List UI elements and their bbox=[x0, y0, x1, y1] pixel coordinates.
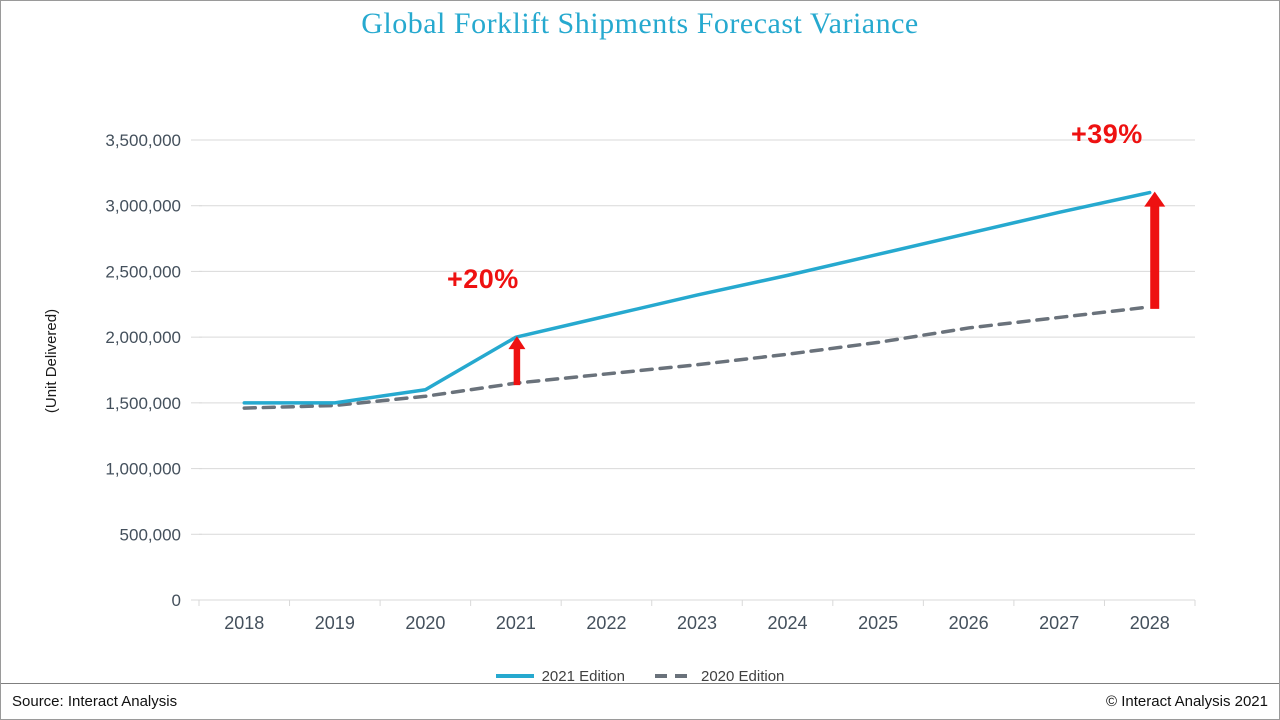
y-tick-label: 3,000,000 bbox=[105, 197, 181, 216]
x-tick-label: 2024 bbox=[768, 613, 808, 633]
variance-annotation-2021: +20% bbox=[447, 264, 519, 294]
chart-legend: 2021 Edition 2020 Edition bbox=[1, 663, 1279, 689]
legend-dashed-line-icon bbox=[655, 674, 693, 678]
variance-arrow-head bbox=[1144, 191, 1166, 207]
x-tick-label: 2025 bbox=[858, 613, 898, 633]
y-tick-label: 1,000,000 bbox=[105, 460, 181, 479]
x-tick-label: 2027 bbox=[1039, 613, 1079, 633]
legend-label: 2020 Edition bbox=[701, 667, 785, 685]
copyright-note: © Interact Analysis 2021 bbox=[1106, 693, 1268, 710]
y-tick-label: 3,500,000 bbox=[105, 131, 181, 150]
y-tick-label: 1,500,000 bbox=[105, 394, 181, 413]
x-tick-label: 2026 bbox=[949, 613, 989, 633]
series-line-2020-edition bbox=[242, 305, 1152, 410]
source-note: Source: Interact Analysis bbox=[12, 693, 178, 710]
x-tick-label: 2022 bbox=[586, 613, 626, 633]
series-line-2021-edition bbox=[242, 190, 1152, 405]
footer: Source: Interact Analysis © Interact Ana… bbox=[1, 683, 1279, 719]
variance-annotation-2028: +39% bbox=[1071, 119, 1143, 149]
y-tick-label: 2,000,000 bbox=[105, 328, 181, 347]
x-tick-label: 2023 bbox=[677, 613, 717, 633]
y-tick-label: 0 bbox=[172, 591, 181, 610]
chart-title: Global Forklift Shipments Forecast Varia… bbox=[361, 7, 919, 40]
legend-solid-line-icon bbox=[495, 674, 534, 678]
x-tick-label: 2019 bbox=[315, 613, 355, 633]
chart-canvas: 0 500,000 1,000,000 1,500,000 2,000,000 2,500… bbox=[105, 131, 1196, 633]
legend-label: 2021 Edition bbox=[541, 667, 625, 685]
y-tick-label: 500,000 bbox=[120, 525, 181, 544]
x-tick-label: 2020 bbox=[405, 613, 445, 633]
y-tick-label: 2,500,000 bbox=[105, 262, 181, 281]
x-tick-label: 2021 bbox=[496, 613, 536, 633]
legend-item-2021-edition: 2021 Edition bbox=[495, 667, 625, 685]
legend-item-2020-edition: 2020 Edition bbox=[655, 668, 784, 685]
x-tick-label: 2018 bbox=[224, 613, 264, 633]
x-tick-label: 2028 bbox=[1130, 613, 1170, 633]
variance-arrow-head bbox=[508, 336, 526, 350]
